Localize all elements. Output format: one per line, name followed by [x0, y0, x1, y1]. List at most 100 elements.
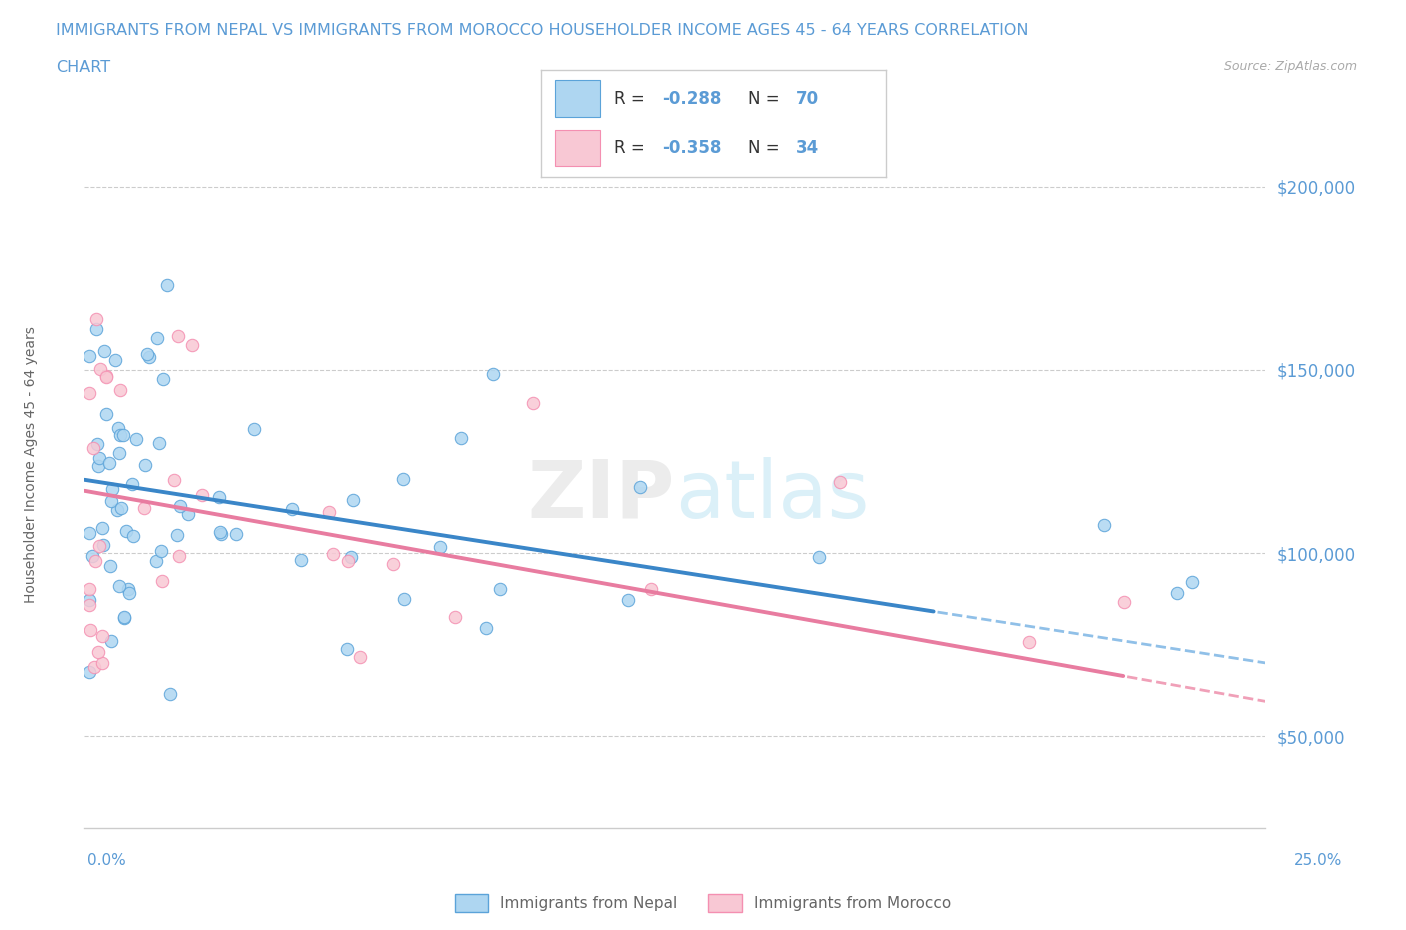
Text: Source: ZipAtlas.com: Source: ZipAtlas.com: [1223, 60, 1357, 73]
Point: [108, 445, 131, 460]
Point: [89, 450, 111, 465]
Point: [134, 458, 156, 472]
Point: [107, 421, 129, 436]
Point: [290, 552, 312, 567]
Text: R =: R =: [613, 139, 650, 157]
Text: N =: N =: [748, 139, 785, 157]
Text: 25.0%: 25.0%: [1295, 853, 1343, 868]
Text: 34: 34: [796, 139, 820, 157]
Point: [91, 538, 114, 552]
Point: [77, 597, 100, 612]
Point: [209, 525, 232, 539]
Point: [94, 406, 117, 421]
Point: [91, 521, 114, 536]
Point: [318, 504, 340, 519]
Point: [340, 550, 363, 565]
Point: [87, 458, 110, 473]
Text: CHART: CHART: [56, 60, 110, 75]
Point: [482, 366, 505, 381]
Text: -0.288: -0.288: [662, 89, 721, 108]
Point: [1112, 594, 1135, 609]
Point: [77, 385, 100, 400]
Point: [1181, 575, 1204, 590]
Legend: Immigrants from Nepal, Immigrants from Morocco: Immigrants from Nepal, Immigrants from M…: [449, 888, 957, 918]
Point: [617, 593, 640, 608]
Text: 70: 70: [796, 89, 820, 108]
Point: [117, 582, 139, 597]
Point: [167, 549, 190, 564]
Point: [162, 473, 184, 488]
Point: [322, 547, 344, 562]
Point: [111, 427, 134, 442]
Point: [94, 368, 117, 383]
Point: [93, 344, 115, 359]
Point: [118, 585, 141, 600]
Point: [169, 498, 191, 513]
Point: [79, 622, 101, 637]
Point: [522, 396, 544, 411]
Text: atlas: atlas: [675, 457, 869, 535]
Point: [381, 556, 404, 571]
Point: [84, 322, 107, 337]
Point: [225, 526, 247, 541]
Text: ZIP: ZIP: [527, 457, 675, 535]
Point: [180, 338, 202, 352]
Text: IMMIGRANTS FROM NEPAL VS IMMIGRANTS FROM MOROCCO HOUSEHOLDER INCOME AGES 45 - 64: IMMIGRANTS FROM NEPAL VS IMMIGRANTS FROM…: [56, 23, 1029, 38]
Point: [107, 578, 129, 593]
Point: [77, 664, 100, 679]
Point: [96, 369, 118, 384]
Point: [830, 474, 852, 489]
Point: [489, 581, 512, 596]
Point: [444, 609, 467, 624]
Point: [103, 352, 125, 367]
Point: [108, 428, 131, 443]
Point: [77, 525, 100, 540]
Point: [808, 550, 831, 565]
Point: [138, 350, 160, 365]
Point: [86, 437, 108, 452]
Point: [166, 528, 188, 543]
Point: [136, 347, 159, 362]
Point: [87, 538, 110, 553]
Point: [149, 543, 172, 558]
Point: [209, 526, 232, 541]
Point: [90, 628, 112, 643]
Point: [640, 581, 662, 596]
Point: [125, 432, 148, 446]
Point: [100, 634, 122, 649]
Point: [145, 553, 167, 568]
Point: [336, 642, 359, 657]
Point: [167, 328, 190, 343]
Text: N =: N =: [748, 89, 785, 108]
Point: [342, 492, 364, 507]
Point: [208, 490, 231, 505]
Point: [90, 656, 112, 671]
Point: [191, 487, 214, 502]
Point: [337, 553, 360, 568]
Point: [87, 645, 110, 660]
Point: [77, 592, 100, 607]
Point: [134, 500, 156, 515]
Text: R =: R =: [613, 89, 650, 108]
Point: [152, 371, 174, 386]
Point: [83, 659, 105, 674]
Point: [392, 591, 415, 606]
Point: [110, 501, 132, 516]
Point: [112, 610, 135, 625]
Point: [77, 582, 100, 597]
Point: [146, 331, 169, 346]
Point: [429, 539, 451, 554]
Point: [243, 422, 266, 437]
Point: [1092, 517, 1115, 532]
Point: [392, 472, 415, 487]
Point: [98, 456, 121, 471]
Point: [159, 686, 181, 701]
Point: [115, 524, 138, 538]
Point: [475, 620, 498, 635]
Point: [1018, 634, 1040, 649]
Point: [77, 349, 100, 364]
Point: [84, 553, 107, 568]
Point: [100, 482, 122, 497]
Point: [100, 494, 122, 509]
Point: [112, 611, 135, 626]
